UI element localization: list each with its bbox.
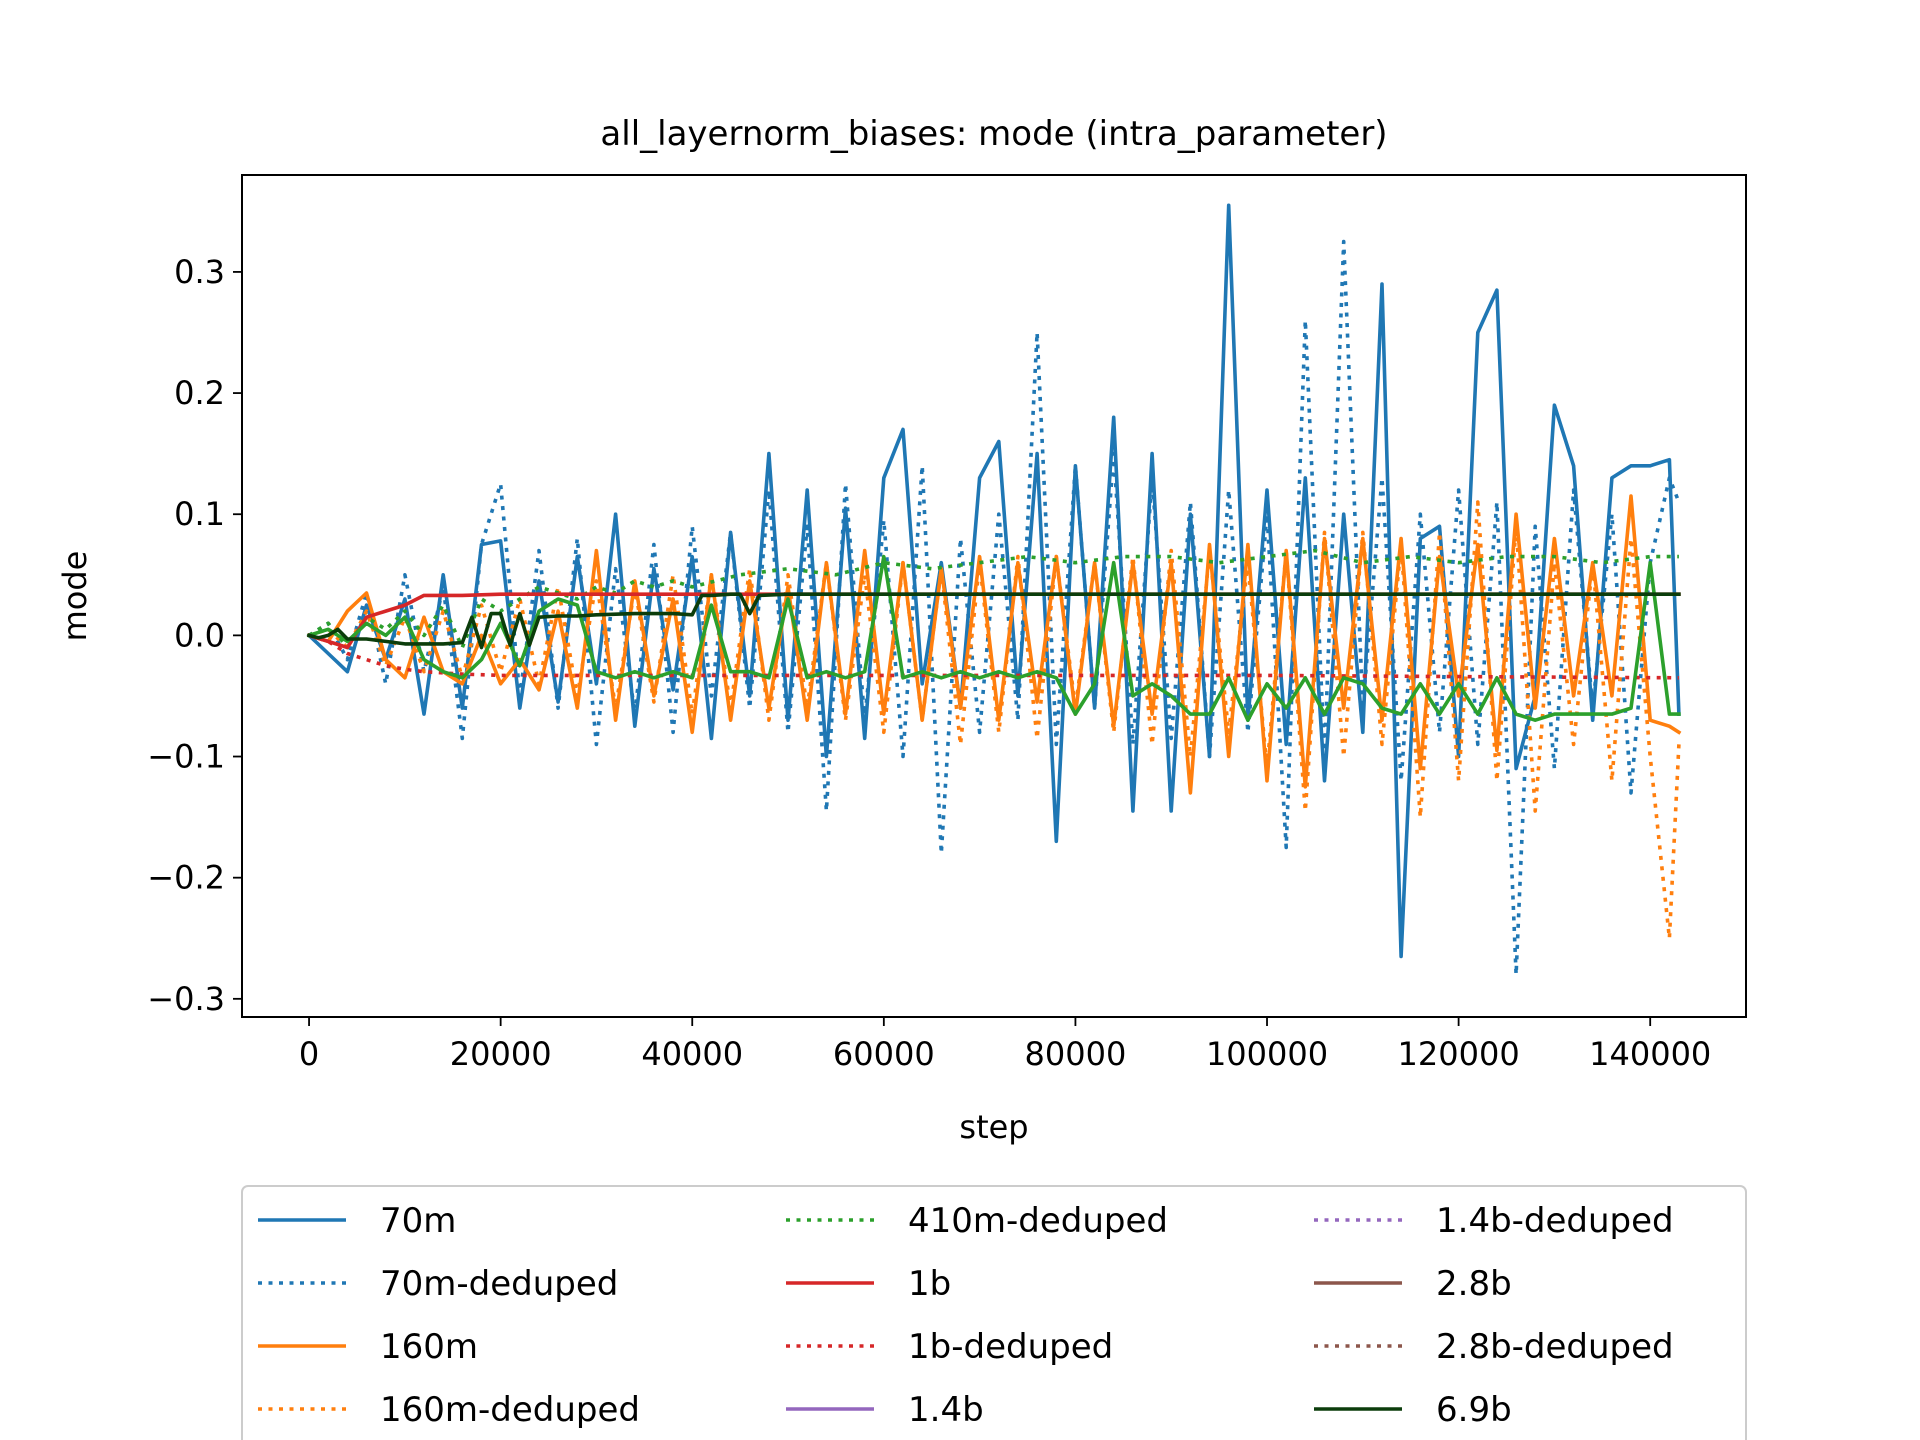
y-tick-label: 0.2: [174, 374, 225, 412]
y-axis-label: mode: [56, 551, 94, 642]
legend-label-160m: 160m: [380, 1327, 478, 1367]
legend-label-6.9b: 6.9b: [1436, 1390, 1512, 1430]
y-tick-label: 0.0: [174, 616, 225, 654]
y-tick-label: 0.3: [174, 253, 225, 291]
axes: 0 20000 40000 60000 80000 100000 120000 140000 −…: [147, 174, 1747, 1073]
plot-frame: [241, 174, 1747, 1018]
x-tick-label: 120000: [1398, 1035, 1520, 1073]
legend-label-160m-deduped: 160m-deduped: [380, 1390, 640, 1430]
legend-label-2.8b-deduped: 2.8b-deduped: [1436, 1327, 1674, 1367]
y-tick-label: 0.1: [174, 495, 225, 533]
x-tick-label: 60000: [833, 1035, 935, 1073]
series-line-1b-deduped: [308, 633, 1679, 680]
x-tick-label: 140000: [1589, 1035, 1711, 1073]
y-tick-label: −0.1: [147, 738, 225, 776]
legend-box: [241, 1185, 1747, 1440]
legend-label-410m-deduped: 410m-deduped: [908, 1201, 1168, 1241]
x-tick-label: 0: [299, 1035, 319, 1073]
series-line-green-solid: [306, 554, 1681, 723]
series-line-70m-deduped: [308, 239, 1681, 977]
legend-label-1b: 1b: [908, 1264, 951, 1304]
legend-label-1.4b: 1.4b: [908, 1390, 984, 1430]
y-tick-label: −0.2: [147, 859, 225, 897]
series-line-160m-deduped: [308, 500, 1681, 941]
legend: 70m 70m-deduped 160m 160m-deduped 410m-dedup…: [241, 1185, 1747, 1440]
series-lines: [306, 203, 1682, 977]
legend-label-2.8b: 2.8b: [1436, 1264, 1512, 1304]
legend-label-70m-deduped: 70m-deduped: [380, 1264, 618, 1304]
plot-area: [306, 203, 1682, 977]
series-line-70m: [306, 203, 1681, 959]
legend-label-1b-deduped: 1b-deduped: [908, 1327, 1113, 1367]
x-tick-label: 80000: [1025, 1035, 1127, 1073]
x-tick-label: 40000: [641, 1035, 743, 1073]
x-tick-label: 100000: [1206, 1035, 1328, 1073]
chart-title: all_layernorm_biases: mode (intra_parame…: [600, 114, 1387, 154]
legend-label-1.4b-deduped: 1.4b-deduped: [1436, 1201, 1674, 1241]
legend-label-70m: 70m: [380, 1201, 456, 1241]
y-tick-label: −0.3: [147, 980, 225, 1018]
x-axis-label: step: [959, 1108, 1028, 1146]
x-tick-label: 20000: [450, 1035, 552, 1073]
series-line-6.9b: [306, 592, 1681, 650]
